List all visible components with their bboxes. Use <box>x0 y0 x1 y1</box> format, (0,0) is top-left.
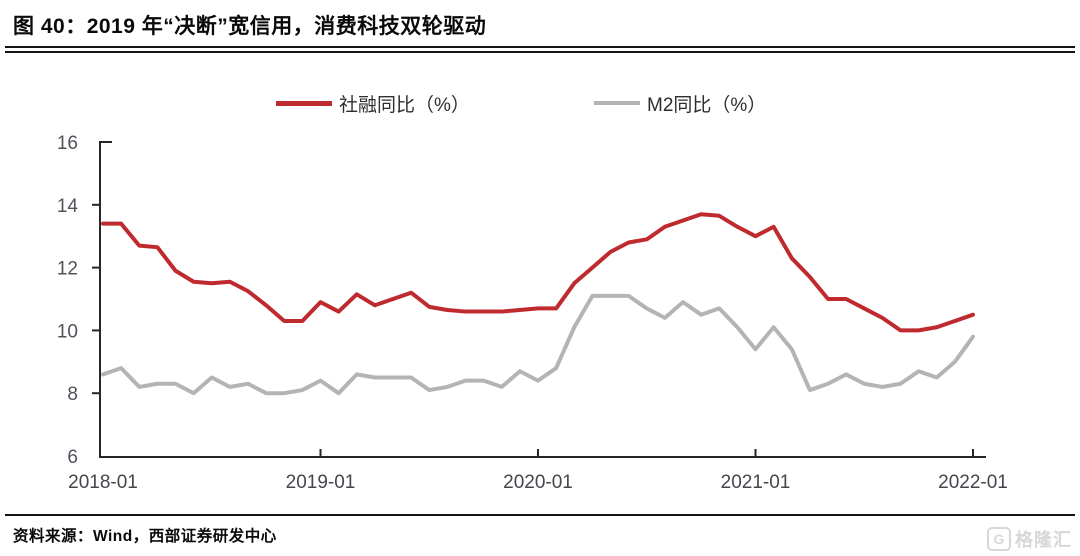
gelonghui-logo: G 格隆汇 <box>987 526 1072 552</box>
legend-label-m2: M2同比（%） <box>647 94 767 116</box>
figure-title: 图 40：2019 年“决断”宽信用，消费科技双轮驱动 <box>13 15 487 38</box>
y-axis-label: 16 <box>57 133 78 154</box>
legend-item-shehui-rong: 社融同比（%） <box>276 90 470 116</box>
x-axis-label: 2019-01 <box>286 472 356 493</box>
x-axis-label: 2018-01 <box>68 472 138 493</box>
title-divider-rule <box>5 46 1075 53</box>
y-axis-label: 6 <box>67 447 78 468</box>
series-line-社融同比（%） <box>101 212 975 333</box>
legend-item-m2: M2同比（%） <box>594 90 766 116</box>
series-line-M2同比（%） <box>101 293 975 396</box>
x-axis-label: 2020-01 <box>503 472 573 493</box>
footer-divider-rule <box>5 514 1075 516</box>
x-axis-label: 2022-01 <box>938 472 1008 493</box>
y-axis-label: 8 <box>67 384 78 405</box>
legend-label-shehui-rong: 社融同比（%） <box>339 94 470 116</box>
gelonghui-logo-icon: G <box>987 527 1011 551</box>
legend-line-swatch-red <box>276 100 332 106</box>
y-axis-label: 10 <box>57 321 78 342</box>
source-note: 资料来源：Wind，西部证券研发中心 <box>13 528 277 545</box>
y-axis-label: 12 <box>57 259 78 280</box>
y-axis-label: 14 <box>57 196 79 217</box>
legend-line-swatch-gray <box>594 101 640 105</box>
x-axis-label: 2021-01 <box>721 472 791 493</box>
gelonghui-logo-text: 格隆汇 <box>1015 530 1072 550</box>
